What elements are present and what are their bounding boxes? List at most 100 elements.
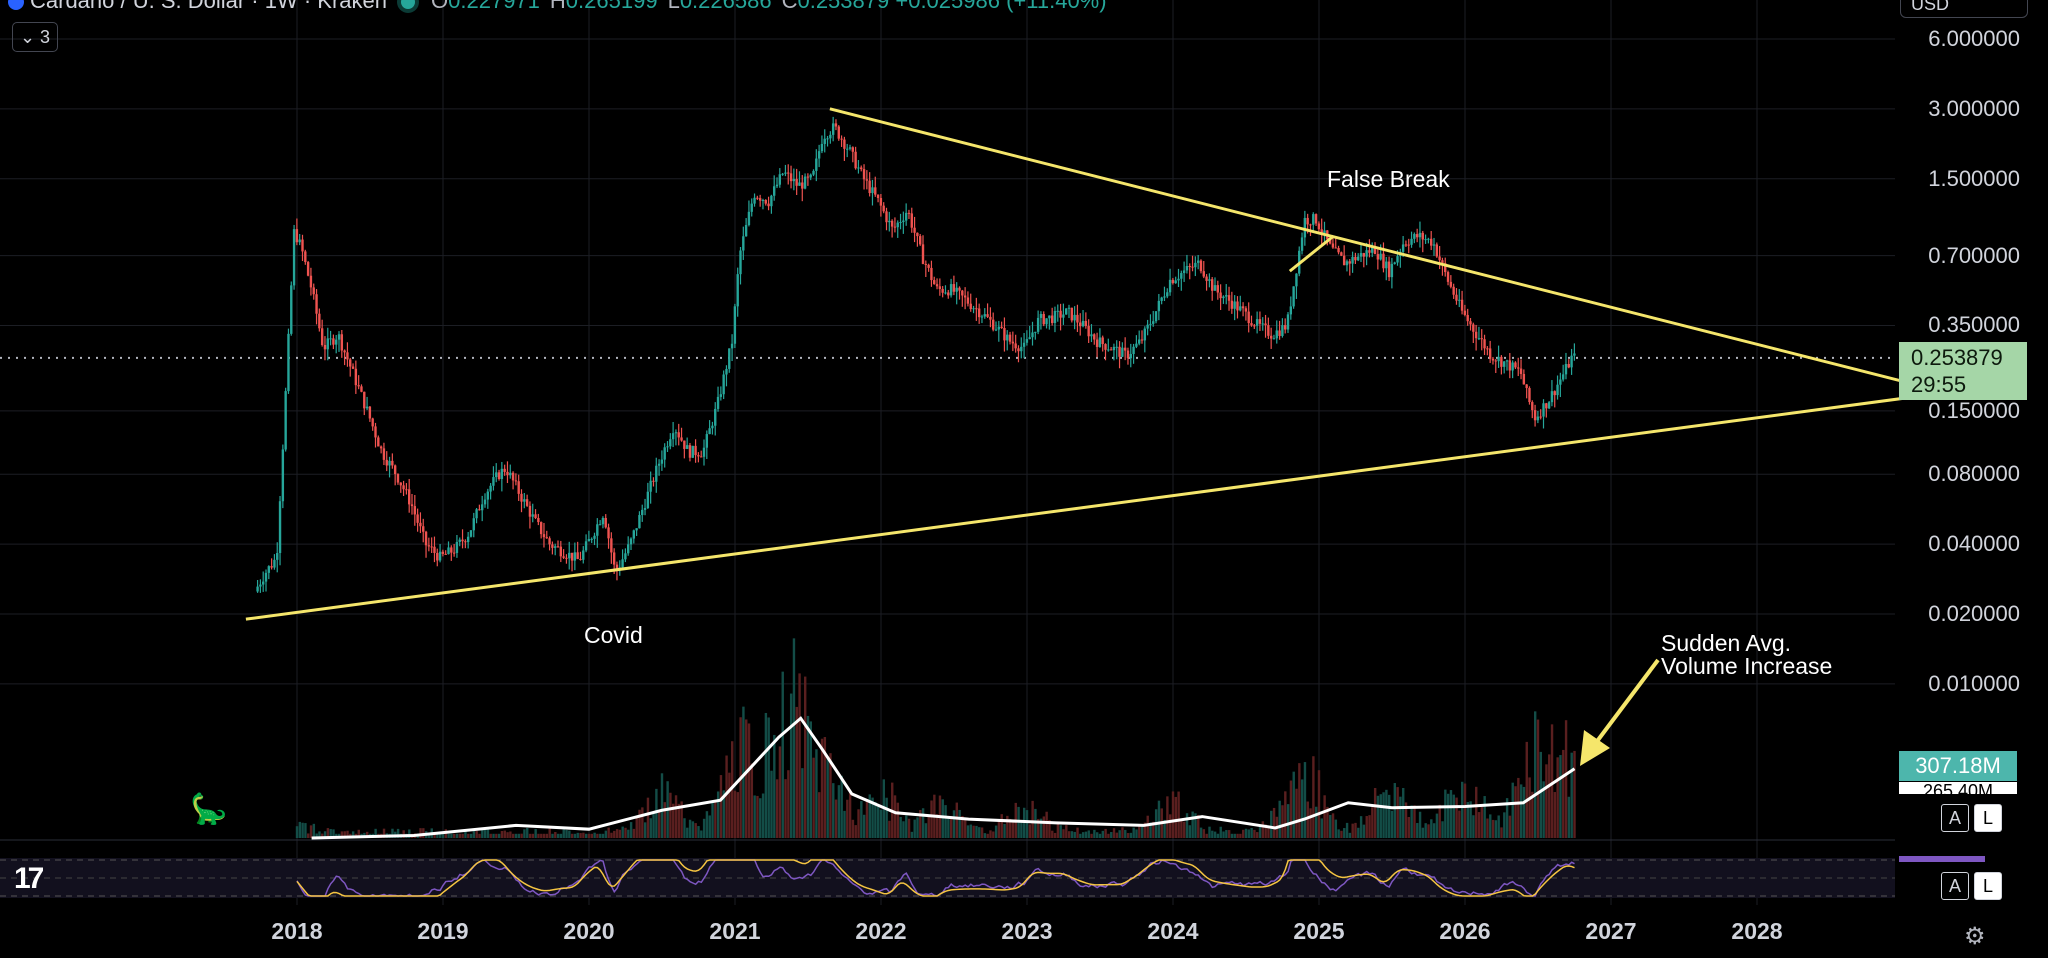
volume-bar [540,833,543,838]
log-scale-button[interactable]: L [1974,804,2002,832]
candle-body [781,173,784,175]
time-tick-label: 2024 [1147,918,1199,944]
candle-body [1328,239,1332,244]
candle-body [374,426,377,438]
volume-bar [1466,802,1470,838]
candle-body [961,290,964,296]
candle-body [388,460,391,466]
candle-body [837,126,840,139]
volume-bar [475,830,478,838]
volume-bar [629,822,633,838]
candle-body [466,536,470,543]
indicators-collapse-button[interactable]: ⌄ 3 [12,22,58,52]
change-value: +0.025986 (+11.40%) [895,0,1107,13]
volume-bar [725,755,728,838]
volume-bar [677,803,681,838]
candle-body [343,350,346,353]
volume-bar [896,802,900,838]
candle-body [514,480,518,482]
candle-body [531,514,534,517]
tradingview-logo-icon[interactable]: 17 [14,862,44,895]
candle-body [1258,319,1262,324]
candle-body [1076,314,1079,323]
candle-body [1295,273,1298,287]
volume-bar [1559,755,1562,838]
volume-bar [332,829,335,838]
volume-bar [1438,804,1441,838]
candle-body [708,428,711,435]
volume-bar [453,833,456,838]
volume-bar [467,833,470,838]
candle-body [941,288,944,293]
volume-bar [1494,820,1498,838]
candle-body [579,558,582,560]
currency-select[interactable]: USD [1900,0,2028,18]
candle-body [933,280,936,285]
candle-body [685,445,689,449]
volume-bar [688,819,692,838]
candle-body [1185,266,1189,271]
candle-body [1337,247,1340,253]
candle-body [963,295,967,298]
candle-body [1149,323,1152,325]
volume-bar [1194,813,1197,838]
volume-bar [745,719,748,838]
volume-bar [1421,827,1425,838]
volume-bar [879,809,883,838]
volume-bar [848,791,852,838]
volume-bar [789,693,793,838]
volume-bar [604,830,608,838]
candle-body [1415,234,1419,238]
candle-body [363,391,366,409]
volume-bar [868,794,871,838]
volume-bar [1025,810,1029,838]
volume-bar [1202,829,1206,838]
volume-bar [1393,783,1397,838]
candle-body [652,480,655,482]
candle-body [1222,296,1225,299]
volume-bar [461,833,464,838]
volume-bar [357,829,360,838]
candle-body [264,572,268,582]
volume-bar [315,833,318,838]
volume-bar [627,829,630,838]
candle-body [337,334,341,340]
volume-bar [1132,827,1135,838]
volume-bar [1570,752,1573,838]
volume-bar [1550,724,1554,838]
volume-bar [464,831,467,838]
candle-body [1511,362,1514,371]
candle-body [587,538,591,542]
volume-bar [624,827,627,838]
candle-body [461,539,464,542]
volume-bar [1121,827,1124,838]
candle-body [1199,260,1203,272]
auto-scale-button[interactable]: A [1941,804,1969,832]
settings-icon[interactable]: ⚙ [1964,923,1986,950]
volume-bar [576,832,579,838]
volume-bar [705,811,709,838]
candle-body [351,366,355,369]
candle-body [1208,279,1211,281]
volume-bar [1306,801,1309,838]
candle-body [1191,266,1194,268]
candle-body [464,541,467,543]
candle-body [1300,237,1304,251]
candle-body [509,472,512,476]
candle-body [1359,253,1363,257]
candle-body [1210,279,1214,291]
price-tick-label: 0.350000 [1928,312,2020,338]
volume-bar [1267,827,1270,838]
candle-body [1390,263,1394,278]
candle-body [1452,286,1455,295]
volume-bar [1449,790,1453,838]
candle-body [916,232,919,237]
candle-body [273,559,276,568]
rsi-auto-scale-button[interactable]: A [1941,872,1969,900]
candle-body [1354,256,1357,261]
candle-body [643,508,647,510]
candle-body [1483,339,1486,349]
rsi-log-scale-button[interactable]: L [1974,872,2002,900]
volume-bar [618,829,622,838]
